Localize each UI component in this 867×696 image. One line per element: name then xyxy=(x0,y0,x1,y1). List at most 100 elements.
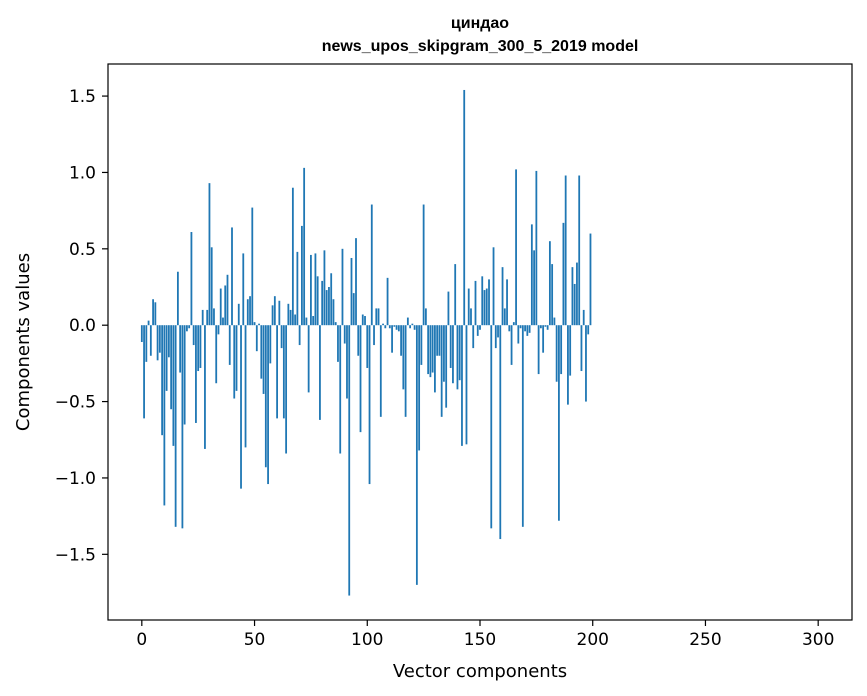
bar-159 xyxy=(499,325,502,540)
bar-197 xyxy=(585,325,587,402)
bar-170 xyxy=(524,325,526,332)
bar-185 xyxy=(558,325,560,521)
bar-25 xyxy=(197,325,200,372)
bar-171 xyxy=(526,325,529,336)
bar-8 xyxy=(158,325,161,353)
bar-6 xyxy=(154,302,157,326)
bar-79 xyxy=(319,325,321,420)
bar-86 xyxy=(334,322,337,326)
bar-173 xyxy=(530,224,533,326)
bar-23 xyxy=(192,325,195,346)
bar-101 xyxy=(368,325,371,485)
bar-145 xyxy=(467,288,470,326)
bar-150 xyxy=(479,325,481,330)
bar-95 xyxy=(355,238,357,326)
bar-49 xyxy=(251,207,254,326)
bar-127 xyxy=(427,325,430,375)
bar-109 xyxy=(386,277,389,326)
bar-169 xyxy=(521,325,524,527)
bar-63 xyxy=(282,325,285,419)
bar-2 xyxy=(145,325,148,362)
bar-21 xyxy=(188,325,191,329)
bar-143 xyxy=(463,89,466,326)
bar-61 xyxy=(278,300,281,326)
bar-89 xyxy=(341,248,344,326)
bar-125 xyxy=(422,204,425,326)
bar-30 xyxy=(208,183,211,326)
bar-129 xyxy=(431,325,434,373)
bar-12 xyxy=(167,325,170,358)
bar-96 xyxy=(357,325,360,356)
bar-9 xyxy=(161,325,164,436)
bar-147 xyxy=(472,325,475,349)
bar-84 xyxy=(330,273,333,326)
bar-162 xyxy=(506,279,508,326)
x-tick-label: 200 xyxy=(577,630,609,650)
bar-103 xyxy=(373,325,375,346)
bar-43 xyxy=(237,303,240,326)
bar-66 xyxy=(289,309,292,326)
bar-13 xyxy=(170,325,173,410)
bar-56 xyxy=(267,325,269,485)
bar-58 xyxy=(271,305,274,326)
bar-16 xyxy=(176,271,179,326)
bar-194 xyxy=(578,175,581,326)
bar-121 xyxy=(413,325,416,330)
bar-184 xyxy=(555,325,558,382)
bar-192 xyxy=(573,283,576,326)
bar-26 xyxy=(199,325,202,368)
bar-85 xyxy=(332,299,335,326)
bar-64 xyxy=(285,325,288,454)
bar-15 xyxy=(174,325,177,527)
bar-154 xyxy=(488,279,490,326)
bar-97 xyxy=(359,325,362,433)
bar-144 xyxy=(465,325,468,445)
bar-14 xyxy=(172,325,175,446)
bar-116 xyxy=(402,325,405,390)
bar-163 xyxy=(508,325,511,332)
chart-title-line-2: news_upos_skipgram_300_5_2019 model xyxy=(322,38,639,55)
bar-45 xyxy=(242,253,245,326)
x-tick-label: 50 xyxy=(244,630,266,650)
y-tick-label: 1.5 xyxy=(69,87,96,107)
bar-67 xyxy=(291,187,294,326)
bar-94 xyxy=(352,293,355,326)
bar-106 xyxy=(379,325,382,417)
bar-75 xyxy=(310,254,312,326)
bar-187 xyxy=(562,222,565,326)
bar-196 xyxy=(582,309,585,326)
bar-182 xyxy=(551,264,554,326)
bar-34 xyxy=(217,325,220,335)
bar-55 xyxy=(264,325,267,468)
y-axis: −1.5 −1.0 −0.5 0.0 0.5 1.0 1.5 xyxy=(55,87,108,565)
y-axis-label: Components values xyxy=(13,253,34,431)
bar-1 xyxy=(143,325,145,419)
bar-180 xyxy=(546,325,549,330)
bar-118 xyxy=(406,317,409,326)
bar-165 xyxy=(512,322,515,326)
bar-69 xyxy=(296,251,299,326)
bar-178 xyxy=(542,325,545,353)
bar-186 xyxy=(560,325,563,375)
bar-41 xyxy=(233,325,236,399)
bar-57 xyxy=(269,325,272,364)
bar-181 xyxy=(548,241,551,326)
bar-27 xyxy=(201,309,204,326)
bar-172 xyxy=(528,325,531,333)
bar-138 xyxy=(452,325,454,384)
bar-161 xyxy=(503,308,506,326)
bar-141 xyxy=(458,325,461,381)
bar-102 xyxy=(370,204,373,326)
bar-68 xyxy=(294,314,297,326)
bar-160 xyxy=(501,267,504,326)
bar-60 xyxy=(276,325,278,419)
bar-113 xyxy=(395,325,398,330)
bar-128 xyxy=(429,325,432,378)
bar-120 xyxy=(411,323,414,326)
bar-38 xyxy=(226,274,229,326)
y-tick-label: −1.0 xyxy=(55,469,96,489)
bar-35 xyxy=(219,288,222,326)
bar-135 xyxy=(445,325,448,408)
bar-146 xyxy=(470,308,472,326)
